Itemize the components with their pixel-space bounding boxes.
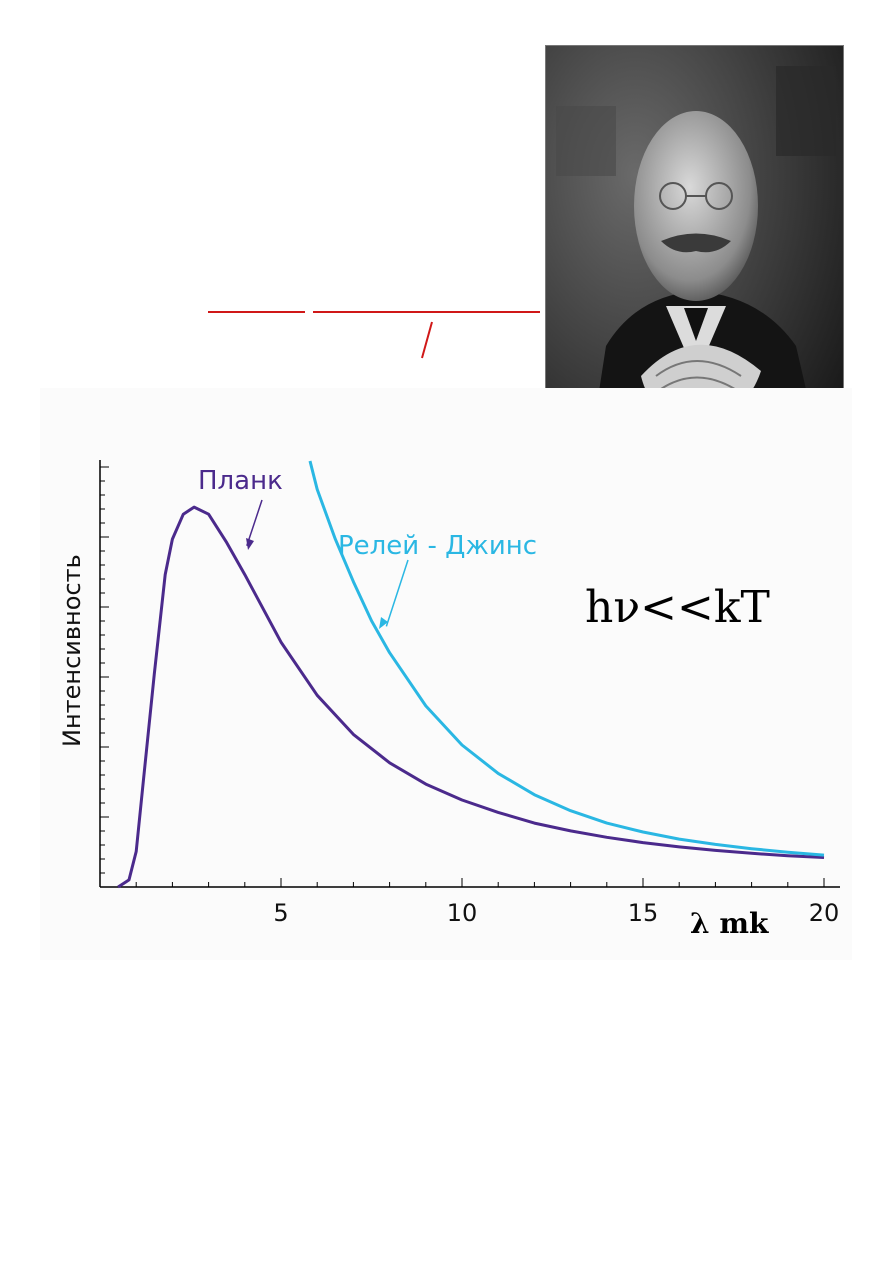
planck-curve xyxy=(117,505,825,889)
chart-panel: 5 10 15 20 Интенсивность Планк Релей - Джинс xyxy=(40,388,852,960)
rayleigh-jeans-arrow xyxy=(385,559,409,627)
x-tick-label: 20 xyxy=(809,899,840,927)
planck-label: Планк xyxy=(198,466,283,496)
x-axis-label: λ mk xyxy=(690,907,769,940)
rayleigh-jeans-arrowhead xyxy=(379,617,388,629)
planck-arrow xyxy=(246,499,263,546)
red-slash xyxy=(421,321,433,359)
planck-arrowhead xyxy=(246,538,254,550)
x-tick-label: 15 xyxy=(628,899,659,927)
formula-text: hν<<kT xyxy=(585,582,770,633)
y-axis-label: Интенсивность xyxy=(58,554,86,747)
x-tick-label: 5 xyxy=(273,899,288,927)
x-tick-label: 10 xyxy=(447,899,478,927)
chart-svg: 5 10 15 20 Интенсивность Планк Релей - Джинс xyxy=(58,460,840,927)
rayleigh-jeans-curve xyxy=(308,460,825,857)
rayleigh-jeans-label: Релей - Джинс xyxy=(338,531,537,561)
